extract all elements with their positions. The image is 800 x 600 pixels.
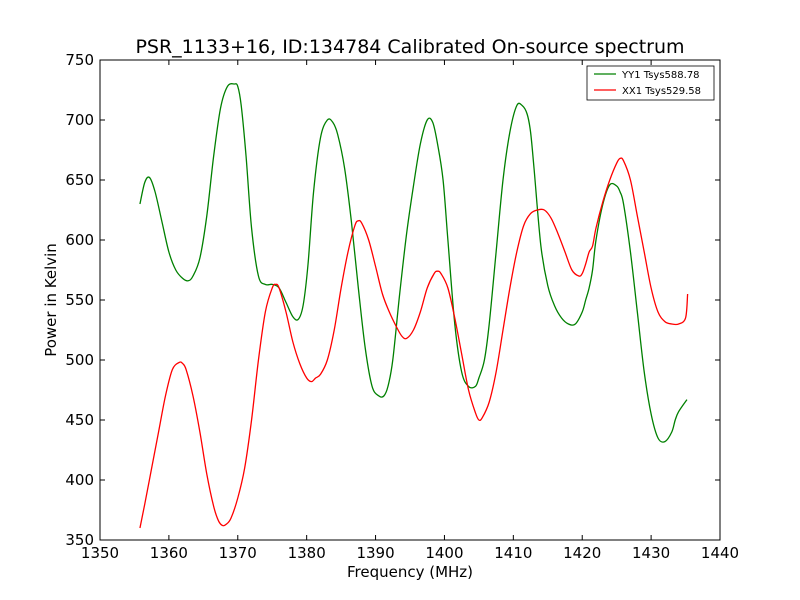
x-tick-label: 1420	[563, 544, 601, 562]
plot-area: 1350 1360 1370 1380 1390 1400 1410 1420 1430 1440…	[65, 51, 739, 562]
y-tick-label: 550	[65, 291, 94, 309]
series-layer	[139, 83, 689, 529]
x-tick-label: 1350	[81, 544, 119, 562]
series-line-yy1	[139, 83, 688, 443]
y-tick-label: 750	[65, 51, 94, 69]
y-axis: 350 400 450 500 550 600 650 700 750	[65, 51, 720, 549]
x-axis: 1350 1360 1370 1380 1390 1400 1410 1420 1430 1440	[81, 60, 739, 562]
y-tick-label: 400	[65, 471, 94, 489]
x-tick-label: 1390	[356, 544, 394, 562]
y-tick-label: 650	[65, 171, 94, 189]
x-tick-label: 1430	[632, 544, 670, 562]
y-axis-label: Power in Kelvin	[42, 243, 60, 357]
x-axis-label: Frequency (MHz)	[347, 563, 473, 581]
y-tick-label: 600	[65, 231, 94, 249]
x-tick-label: 1360	[150, 544, 188, 562]
x-tick-label: 1370	[219, 544, 257, 562]
x-tick-label: 1400	[425, 544, 463, 562]
x-tick-label: 1380	[288, 544, 326, 562]
series-line-xx1	[139, 157, 689, 529]
x-tick-label: 1440	[701, 544, 739, 562]
y-tick-label: 700	[65, 111, 94, 129]
y-tick-label: 350	[65, 531, 94, 549]
legend-label-yy1: YY1 Tsys588.78	[621, 70, 700, 81]
x-tick-label: 1410	[494, 544, 532, 562]
legend: YY1 Tsys588.78 XX1 Tsys529.58	[586, 65, 715, 101]
y-tick-label: 500	[65, 351, 94, 369]
chart-title: PSR_1133+16, ID:134784 Calibrated On-sou…	[135, 36, 684, 58]
y-tick-label: 450	[65, 411, 94, 429]
plot-background	[100, 60, 720, 540]
legend-label-xx1: XX1 Tsys529.58	[622, 86, 701, 97]
legend-box	[586, 65, 715, 101]
